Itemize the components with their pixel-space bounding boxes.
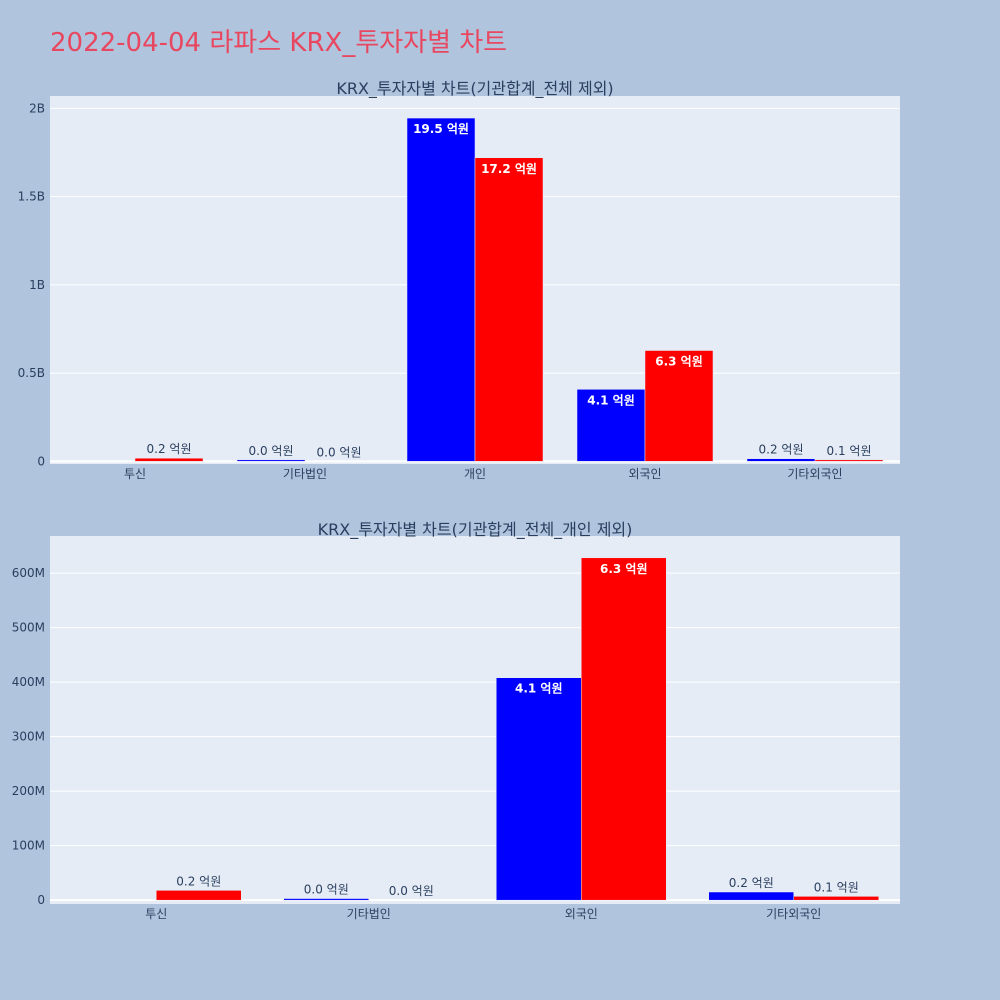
bar-label: 0.0 억원 <box>304 883 349 897</box>
bar-label: 0.0 억원 <box>389 884 434 898</box>
bar-label: 0.2 억원 <box>147 442 192 456</box>
y-tick-label: 300M <box>12 730 45 744</box>
x-tick-label: 기타법인 <box>283 467 327 481</box>
bar-label: 4.1 억원 <box>515 682 563 696</box>
bar <box>708 891 794 901</box>
y-tick-label: 0 <box>37 454 45 468</box>
x-tick-label: 투신 <box>124 467 146 481</box>
chart-title: KRX_투자자별 차트(기관합계_전체 제외) <box>336 79 613 99</box>
bar <box>746 458 816 462</box>
bar <box>236 459 306 462</box>
bar-label: 4.1 억원 <box>587 393 635 407</box>
bar <box>576 389 646 462</box>
chart-title: KRX_투자자별 차트(기관합계_전체_개인 제외) <box>318 520 633 540</box>
x-tick-label: 외국인 <box>565 907 598 921</box>
bar-label: 6.3 억원 <box>655 355 703 369</box>
bar-label: 0.2 억원 <box>729 876 774 890</box>
y-tick-label: 0 <box>37 893 45 907</box>
plot-background <box>50 536 900 904</box>
bar <box>474 157 544 462</box>
bar-label: 0.2 억원 <box>176 874 221 888</box>
bar <box>283 898 369 901</box>
bar-label: 0.2 억원 <box>759 443 804 457</box>
bar <box>496 677 582 901</box>
bar-label: 0.0 억원 <box>317 445 362 459</box>
bar <box>134 457 204 462</box>
y-tick-label: 600M <box>12 566 45 580</box>
x-tick-label: 기타법인 <box>347 907 391 921</box>
x-tick-label: 투신 <box>145 907 167 921</box>
bar-label: 6.3 억원 <box>600 562 648 576</box>
y-tick-label: 1B <box>29 278 45 292</box>
y-tick-label: 200M <box>12 784 45 798</box>
y-tick-label: 1.5B <box>18 190 45 204</box>
x-tick-label: 기타외국인 <box>766 907 821 921</box>
bar-label: 17.2 억원 <box>481 162 537 176</box>
bar <box>644 350 714 462</box>
y-tick-label: 2B <box>29 101 45 115</box>
y-tick-label: 0.5B <box>18 366 45 380</box>
bar-label: 0.1 억원 <box>814 880 859 894</box>
bar <box>814 459 884 462</box>
bar <box>581 557 667 901</box>
y-tick-label: 500M <box>12 621 45 635</box>
bar-label: 0.0 억원 <box>249 444 294 458</box>
bar <box>406 117 476 462</box>
x-tick-label: 외국인 <box>628 467 661 481</box>
x-tick-label: 기타외국인 <box>787 467 842 481</box>
bar <box>156 890 242 901</box>
page-title: 2022-04-04 라파스 KRX_투자자별 차트 <box>50 28 508 58</box>
bar-label: 19.5 억원 <box>413 122 469 136</box>
y-tick-label: 400M <box>12 675 45 689</box>
chart-2: 0 100M 200M 300M 400M 500M 600M KRX_투자자별 차트(기관합… <box>12 520 900 921</box>
y-tick-label: 100M <box>12 839 45 853</box>
bar <box>793 896 879 901</box>
bar-label: 0.1 억원 <box>827 444 872 458</box>
x-tick-label: 개인 <box>464 467 486 481</box>
